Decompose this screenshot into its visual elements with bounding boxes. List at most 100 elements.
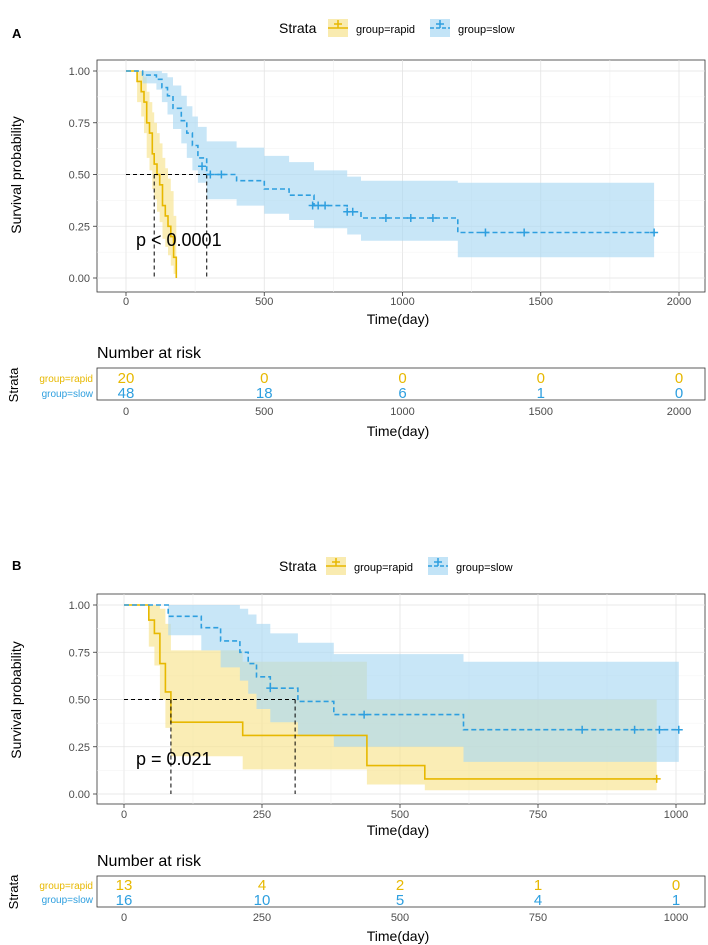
legend-label-rapid: group=rapid bbox=[356, 24, 415, 36]
censor-mark-slow bbox=[674, 725, 683, 734]
risk-row-label-rapid: group=rapid bbox=[39, 881, 93, 892]
p-value: p = 0.021 bbox=[136, 749, 212, 769]
risk-value-rapid: 0 bbox=[675, 370, 683, 387]
censor-mark-slow bbox=[314, 201, 323, 210]
survival-curve-rapid bbox=[124, 604, 657, 780]
risk-table-frame bbox=[96, 875, 706, 908]
confidence-band-slow bbox=[124, 605, 679, 762]
x-tick-label: 0 bbox=[121, 809, 127, 821]
censor-mark-slow bbox=[321, 201, 330, 210]
censor-mark-slow bbox=[655, 725, 664, 734]
x-tick-label: 500 bbox=[255, 296, 273, 308]
x-tick-label: 2000 bbox=[667, 296, 691, 308]
risk-value-rapid: 20 bbox=[118, 370, 135, 387]
risk-value-slow: 16 bbox=[116, 892, 133, 909]
risk-value-rapid: 4 bbox=[258, 877, 266, 894]
risk-table-title: Number at risk bbox=[97, 345, 202, 362]
legend-key-cross-rapid bbox=[334, 20, 342, 28]
x-tick-label: 750 bbox=[529, 809, 547, 821]
risk-table-ylabel: Strata bbox=[6, 874, 21, 909]
median-lines bbox=[126, 174, 208, 278]
risk-x-tick-label: 1500 bbox=[529, 406, 553, 418]
censor-mark-slow bbox=[578, 725, 587, 734]
censor-mark-slow bbox=[650, 228, 659, 237]
legend-title: Strata bbox=[279, 20, 317, 36]
legend-label-slow: group=slow bbox=[458, 24, 515, 36]
censor-marks bbox=[198, 162, 659, 237]
risk-value-rapid: 0 bbox=[672, 877, 680, 894]
risk-table-ylabel: Strata bbox=[6, 367, 21, 402]
legend-keys bbox=[328, 19, 450, 37]
censor-marks bbox=[266, 684, 683, 783]
risk-table-xlabel: Time(day) bbox=[367, 423, 430, 439]
risk-value-slow: 18 bbox=[256, 385, 273, 402]
censor-mark-slow bbox=[198, 162, 207, 171]
censor-mark-slow bbox=[428, 213, 437, 222]
risk-value-rapid: 2 bbox=[396, 877, 404, 894]
axis-ticks: 0 500 1000 1500 2000 0.00 0.25 0.50 0.75 1.00 bbox=[69, 66, 692, 308]
censor-mark-slow bbox=[360, 710, 369, 719]
risk-x-tick-label: 750 bbox=[529, 912, 547, 924]
y-tick-label: 1.00 bbox=[69, 66, 90, 78]
risk-row-label-slow: group=slow bbox=[42, 389, 94, 400]
risk-value-slow: 5 bbox=[396, 892, 404, 909]
y-tick-label: 0.00 bbox=[69, 273, 90, 285]
confidence-band-rapid bbox=[126, 71, 177, 278]
median-lines bbox=[124, 699, 296, 794]
axis-ticks: 0 250 500 750 1000 0.00 0.25 0.50 0.75 1.00 bbox=[69, 600, 689, 821]
risk-x-tick-label: 0 bbox=[121, 912, 127, 924]
censor-mark-slow bbox=[381, 213, 390, 222]
y-tick-label: 0.50 bbox=[69, 170, 90, 182]
risk-axis-ticks: 0 250 500 750 1000 bbox=[121, 912, 688, 924]
risk-x-tick-label: 2000 bbox=[667, 406, 691, 418]
panel-b: B Strata group=rapid group=slow p = 0.02… bbox=[6, 557, 706, 944]
risk-values: 20 0 0 0 048 18 6 1 0 bbox=[118, 370, 684, 402]
y-axis-label: Survival probability bbox=[8, 641, 24, 759]
legend: Strata group=rapid group=slow bbox=[279, 19, 515, 37]
censor-mark-slow bbox=[520, 228, 529, 237]
risk-x-tick-label: 1000 bbox=[664, 912, 688, 924]
survival-curve-slow bbox=[124, 604, 679, 731]
x-axis-label: Time(day) bbox=[367, 822, 430, 838]
censor-mark-slow bbox=[348, 207, 357, 216]
survival-curves bbox=[126, 70, 655, 278]
y-tick-label: 1.00 bbox=[69, 600, 90, 612]
y-tick-label: 0.25 bbox=[69, 221, 90, 233]
risk-x-tick-label: 250 bbox=[253, 912, 271, 924]
y-tick-label: 0.25 bbox=[69, 742, 90, 754]
risk-value-rapid: 0 bbox=[398, 370, 406, 387]
legend: Strata group=rapid group=slow bbox=[279, 557, 513, 575]
risk-value-slow: 6 bbox=[398, 385, 406, 402]
y-tick-label: 0.75 bbox=[69, 118, 90, 130]
risk-table-title: Number at risk bbox=[97, 853, 202, 870]
panel-a: A Strata group=rapid group=slow p < 0.00… bbox=[6, 19, 706, 439]
censor-mark-slow bbox=[406, 213, 415, 222]
risk-value-slow: 1 bbox=[537, 385, 545, 402]
risk-value-rapid: 0 bbox=[537, 370, 545, 387]
x-tick-label: 0 bbox=[123, 296, 129, 308]
legend-key-cross-slow bbox=[434, 558, 442, 566]
risk-table-frame bbox=[96, 367, 706, 401]
legend-keys bbox=[326, 557, 448, 575]
y-axis-label: Survival probability bbox=[8, 116, 24, 234]
risk-value-rapid: 13 bbox=[116, 877, 133, 894]
censor-mark-slow bbox=[206, 170, 215, 179]
x-tick-label: 1500 bbox=[529, 296, 553, 308]
risk-table-xlabel: Time(day) bbox=[367, 928, 430, 944]
x-tick-label: 1000 bbox=[390, 296, 414, 308]
legend-label-rapid: group=rapid bbox=[354, 562, 413, 574]
panel-label: B bbox=[12, 558, 21, 573]
survival-curve-rapid bbox=[126, 70, 178, 278]
risk-axis-ticks: 0 500 1000 1500 2000 bbox=[123, 406, 691, 418]
risk-x-tick-label: 500 bbox=[255, 406, 273, 418]
risk-value-slow: 1 bbox=[672, 892, 680, 909]
censor-mark-slow bbox=[266, 684, 275, 693]
y-tick-label: 0.75 bbox=[69, 647, 90, 659]
risk-value-slow: 0 bbox=[675, 385, 683, 402]
risk-x-tick-label: 1000 bbox=[390, 406, 414, 418]
risk-row-label-rapid: group=rapid bbox=[39, 374, 93, 385]
y-tick-label: 0.50 bbox=[69, 695, 90, 707]
risk-x-tick-label: 0 bbox=[123, 406, 129, 418]
legend-key-cross-slow bbox=[436, 20, 444, 28]
